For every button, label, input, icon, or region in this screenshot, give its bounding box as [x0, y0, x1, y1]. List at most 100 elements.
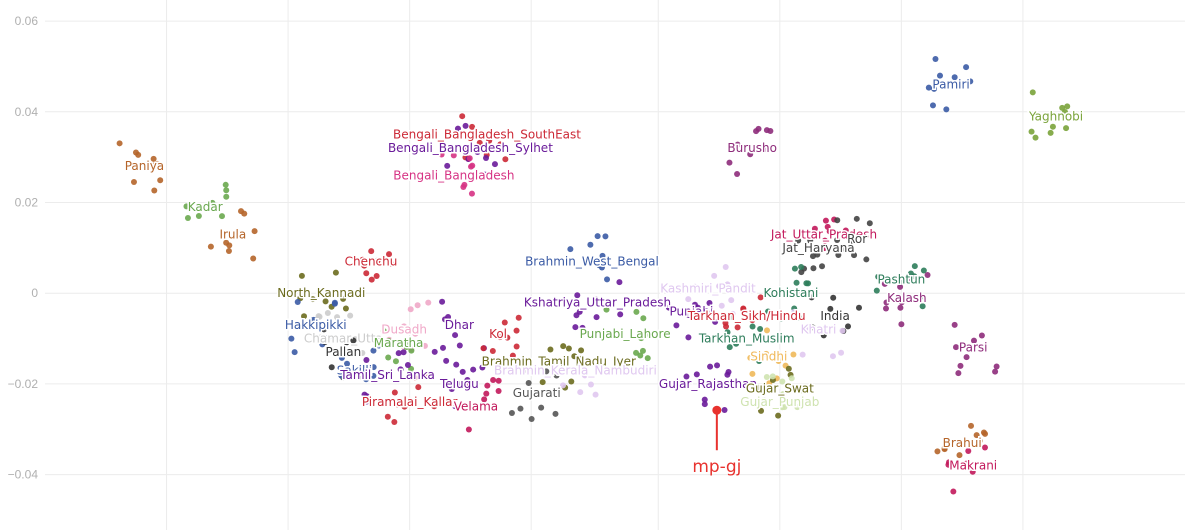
data-point	[497, 141, 504, 148]
data-point	[821, 245, 828, 252]
group-label: Paniya	[125, 159, 164, 173]
data-point	[757, 326, 764, 333]
data-point	[363, 357, 370, 364]
data-point	[701, 396, 708, 403]
group-label: Chenchu	[345, 254, 398, 268]
data-point	[578, 360, 585, 367]
data-point	[363, 270, 370, 277]
data-point	[779, 378, 786, 385]
data-point	[749, 370, 756, 377]
data-point	[749, 317, 756, 324]
data-point	[592, 391, 599, 398]
data-point	[482, 171, 489, 178]
data-point	[301, 313, 308, 320]
group-label: Sakilli	[337, 363, 372, 377]
data-point	[577, 389, 584, 396]
y-tick-label: 0	[31, 286, 38, 300]
data-point	[810, 265, 817, 272]
data-point	[701, 401, 708, 408]
data-point	[638, 335, 645, 342]
data-point	[593, 314, 600, 321]
group-label: Pallan	[326, 345, 362, 359]
data-point	[600, 257, 607, 264]
data-point	[309, 296, 316, 303]
group-label: Bengali_Bangladesh_Sylhet	[388, 141, 553, 155]
data-point	[970, 337, 977, 344]
data-point	[740, 306, 747, 313]
data-point	[574, 292, 581, 299]
data-point	[932, 56, 939, 63]
data-point	[130, 178, 137, 185]
data-point	[820, 332, 827, 339]
data-point	[767, 128, 774, 135]
group-label: Hakkipikki	[285, 318, 347, 332]
y-tick-label: −0.02	[8, 377, 39, 391]
data-point	[1063, 125, 1070, 132]
data-point	[941, 445, 948, 452]
data-point	[1029, 89, 1036, 96]
data-point	[495, 377, 502, 384]
data-point	[543, 368, 550, 375]
data-point	[973, 432, 980, 439]
data-point	[363, 398, 370, 405]
data-point	[754, 384, 761, 391]
data-point	[763, 288, 770, 295]
data-point	[400, 323, 407, 330]
data-point	[401, 403, 408, 410]
data-point	[223, 239, 230, 246]
data-point	[936, 72, 943, 79]
data-point	[1049, 123, 1056, 130]
data-point	[403, 338, 410, 345]
data-point	[474, 149, 481, 156]
data-point	[808, 294, 815, 301]
data-point	[1032, 134, 1039, 141]
data-point	[859, 231, 866, 238]
group-label: Bengali_Bangladesh_SouthEast	[393, 127, 581, 141]
data-point	[513, 327, 520, 334]
data-point	[842, 246, 849, 253]
data-point	[639, 347, 646, 354]
data-point	[917, 293, 924, 300]
data-point	[135, 151, 142, 158]
data-point	[452, 332, 459, 339]
data-point	[724, 329, 731, 336]
data-point	[951, 321, 958, 328]
data-point	[469, 123, 476, 130]
data-point	[683, 373, 690, 380]
data-point	[838, 349, 845, 356]
group-label: Gujarati	[513, 386, 561, 400]
group-label: Punjabi	[669, 304, 713, 318]
data-point	[539, 379, 546, 386]
group-label: Ror	[847, 232, 867, 246]
data-point	[565, 345, 572, 352]
data-point	[453, 361, 460, 368]
data-point	[363, 376, 370, 383]
data-point	[726, 159, 733, 166]
data-point	[373, 272, 380, 279]
data-point	[712, 318, 719, 325]
data-point	[480, 345, 487, 352]
data-point	[728, 297, 735, 304]
data-point	[821, 237, 828, 244]
data-point	[829, 353, 836, 360]
data-point	[553, 372, 560, 379]
data-point	[338, 372, 345, 379]
data-point	[384, 413, 391, 420]
group-label: Bengali_Bangladesh	[393, 168, 514, 182]
group-label: Maratha	[374, 336, 424, 350]
data-point	[385, 354, 392, 361]
data-point	[288, 335, 295, 342]
data-point	[549, 361, 556, 368]
data-point	[343, 339, 350, 346]
data-point	[572, 324, 579, 331]
data-point	[617, 311, 624, 318]
data-point	[898, 321, 905, 328]
data-point	[459, 368, 466, 375]
data-point	[721, 407, 728, 414]
data-point	[400, 349, 407, 356]
group-label: Telugu	[439, 377, 479, 391]
data-point	[468, 163, 475, 170]
data-point	[804, 325, 811, 332]
data-point	[431, 348, 438, 355]
data-point	[483, 390, 490, 397]
